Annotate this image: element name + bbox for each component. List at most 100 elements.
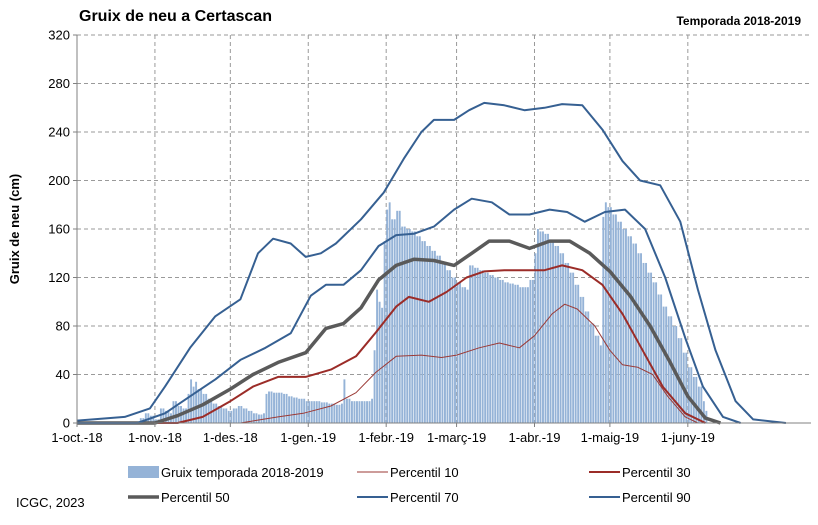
- snow-depth-bar: [479, 270, 482, 423]
- snow-depth-bar: [542, 231, 544, 423]
- snow-depth-bar: [559, 253, 562, 423]
- x-tick-label: 1-març-19: [427, 430, 486, 445]
- snow-depth-bar: [572, 272, 575, 423]
- snow-depth-bar: [416, 236, 419, 423]
- snow-depth-bar: [690, 367, 693, 423]
- snow-depth-bar: [285, 393, 288, 423]
- snow-depth-bar: [139, 418, 142, 423]
- snow-depth-bar: [645, 262, 648, 423]
- snow-depth-bar: [529, 279, 532, 423]
- snow-depth-bar: [300, 398, 303, 423]
- snow-depth-bar: [371, 398, 374, 423]
- credit-text: ICGC, 2023: [16, 495, 85, 510]
- snow-depth-bar: [378, 301, 381, 423]
- snow-depth-bar: [624, 229, 627, 423]
- snow-depth-bar: [247, 410, 250, 424]
- y-tick-label: 0: [63, 416, 70, 431]
- snow-depth-bar: [582, 296, 585, 423]
- snow-depth-bar: [444, 262, 446, 423]
- snow-depth-bar: [594, 335, 597, 423]
- legend-label: Percentil 70: [390, 490, 459, 505]
- snow-depth-bar: [340, 403, 343, 423]
- snow-depth-bar: [235, 408, 238, 423]
- snow-depth-bar: [383, 241, 386, 424]
- snow-depth-bar: [672, 326, 675, 423]
- chart-title: Gruix de neu a Certascan: [79, 8, 272, 25]
- snow-depth-bar: [446, 270, 449, 423]
- snow-depth-bar: [376, 289, 379, 424]
- snow-depth-bar: [464, 287, 467, 423]
- snow-depth-bar: [205, 393, 208, 423]
- snow-depth-bar: [164, 410, 167, 424]
- snow-depth-bar: [436, 255, 439, 423]
- snow-depth-bar: [398, 210, 401, 423]
- y-tick-label: 200: [48, 173, 70, 188]
- snow-depth-bar: [428, 245, 431, 423]
- snow-depth-bar: [343, 379, 346, 423]
- snow-depth-bar: [280, 392, 283, 423]
- snow-depth-bar: [252, 413, 255, 423]
- snow-depth-bar: [263, 413, 265, 423]
- snow-depth-bar: [250, 410, 253, 424]
- snow-depth-bar: [217, 406, 220, 423]
- snow-depth-bar: [225, 408, 228, 423]
- percentile-line: [76, 101, 787, 424]
- snow-depth-bar: [604, 202, 607, 423]
- snow-depth-bar: [245, 408, 248, 423]
- snow-depth-bar: [614, 214, 617, 423]
- legend-label: Gruix temporada 2018-2019: [161, 465, 324, 480]
- snow-depth-bar: [514, 284, 517, 423]
- snow-depth-bar: [640, 253, 642, 423]
- snow-depth-bar: [499, 279, 502, 423]
- y-tick-label: 80: [56, 319, 70, 334]
- snow-depth-bar: [524, 287, 527, 423]
- snow-depth-bar: [212, 403, 215, 423]
- snow-depth-bar: [584, 311, 587, 423]
- chart-subtitle: Temporada 2018-2019: [676, 14, 801, 28]
- snow-depth-bar: [313, 401, 316, 423]
- snow-depth-bar: [207, 398, 210, 423]
- snow-depth-bar: [230, 410, 233, 424]
- snow-depth-bar: [489, 275, 492, 423]
- snow-depth-bar: [303, 398, 306, 423]
- snow-depth-bar: [240, 406, 243, 423]
- snow-depth-bar: [265, 393, 268, 423]
- snow-depth-bar: [557, 245, 560, 423]
- axes: [73, 34, 811, 427]
- snow-depth-bar: [519, 287, 522, 423]
- snow-depth-bar: [403, 226, 406, 423]
- snow-depth-bar: [325, 402, 328, 423]
- snow-depth-bar: [496, 277, 499, 423]
- snow-depth-bar: [260, 414, 263, 423]
- snow-depth-bar: [466, 289, 469, 424]
- snow-depth-bar: [431, 250, 434, 423]
- snow-depth-bar: [574, 284, 577, 423]
- x-tick-label: 1-maig-19: [581, 430, 640, 445]
- snow-depth-bar: [185, 408, 187, 423]
- snow-depth-bar: [504, 282, 507, 423]
- snow-depth-bar: [531, 279, 534, 423]
- line-series: [76, 101, 787, 425]
- legend-label: Percentil 50: [161, 490, 230, 505]
- bar-series: [139, 202, 708, 424]
- snow-depth-bar: [192, 386, 195, 424]
- snow-depth-bar: [268, 391, 270, 423]
- snow-depth-bar: [587, 311, 590, 423]
- snow-depth-bar: [657, 294, 660, 423]
- snow-depth-bar: [381, 307, 384, 423]
- snow-depth-bar: [293, 397, 296, 423]
- snow-depth-bar: [333, 403, 336, 423]
- snow-depth-bar: [237, 406, 240, 423]
- snow-depth-bar: [328, 403, 331, 423]
- snow-depth-bar: [275, 392, 278, 423]
- snow-depth-bar: [627, 236, 630, 423]
- percentile-line: [77, 264, 706, 424]
- snow-depth-bar: [270, 391, 273, 423]
- snow-depth-bar: [547, 233, 549, 423]
- snow-depth-bar: [474, 267, 477, 423]
- snow-depth-bar: [318, 401, 321, 423]
- snow-depth-bar: [617, 221, 620, 423]
- x-tick-labels: 1-oct.-18 1-nov.-18 1-des.-18 1-gen.-19 1-fe…: [51, 430, 715, 445]
- legend-swatch: [128, 466, 159, 478]
